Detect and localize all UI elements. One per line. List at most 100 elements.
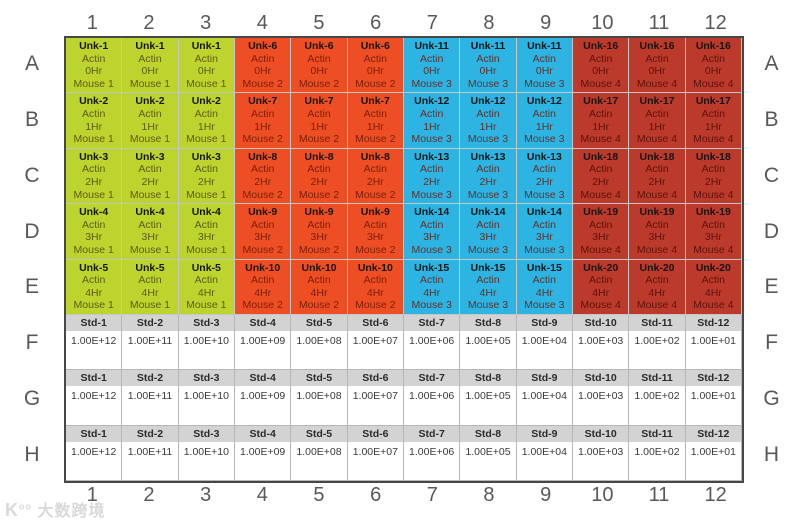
well-target: Actin xyxy=(363,274,387,287)
well-sample-name: Unk-13 xyxy=(470,150,506,163)
well-timepoint: 3Hr xyxy=(254,231,272,244)
well-target: Actin xyxy=(363,107,387,120)
well-H7: Std-7 1.00E+06 xyxy=(403,425,461,481)
well-sample-name: Unk-5 xyxy=(135,261,165,274)
well-target: Actin xyxy=(645,218,669,231)
well-C11: Unk-18 Actin 2Hr Mouse 4 xyxy=(629,148,686,205)
well-sample-name: Unk-1 xyxy=(191,40,221,52)
well-timepoint: 4Hr xyxy=(310,286,328,299)
well-timepoint: 3Hr xyxy=(366,231,384,244)
row-label-B: B xyxy=(24,107,39,131)
well-timepoint: 3Hr xyxy=(592,231,610,244)
well-B3: Unk-2 Actin 1Hr Mouse 1 xyxy=(178,93,235,149)
std-concentration: 1.00E+01 xyxy=(690,445,736,458)
well-subject: Mouse 3 xyxy=(524,133,565,146)
column-label-12: 12 xyxy=(704,12,727,34)
well-H10: Std-10 1.00E+03 xyxy=(572,425,630,481)
well-timepoint: 1Hr xyxy=(535,120,553,133)
well-subject: Mouse 3 xyxy=(467,243,509,256)
column-label-9: 9 xyxy=(540,484,552,506)
well-D6: Unk-9 Actin 3Hr Mouse 2 xyxy=(347,204,404,260)
well-D1: Unk-4 Actin 3Hr Mouse 1 xyxy=(66,204,123,260)
well-H5: Std-5 1.00E+08 xyxy=(291,425,348,481)
well-F3: Std-3 1.00E+10 xyxy=(178,314,235,371)
well-subject: Mouse 1 xyxy=(73,77,114,90)
well-subject: Mouse 2 xyxy=(242,77,283,90)
std-label: Std-6 xyxy=(347,425,403,442)
well-G8: Std-8 1.00E+05 xyxy=(460,370,517,426)
well-subject: Mouse 1 xyxy=(73,133,114,146)
well-timepoint: 1Hr xyxy=(648,120,666,133)
well-B1: Unk-2 Actin 1Hr Mouse 1 xyxy=(66,93,123,149)
well-timepoint: 4Hr xyxy=(535,286,553,299)
well-F9: Std-9 1.00E+04 xyxy=(516,314,573,371)
column-label-2: 2 xyxy=(143,484,155,506)
well-E7: Unk-15 Actin 4Hr Mouse 3 xyxy=(403,259,461,315)
well-timepoint: 2Hr xyxy=(366,175,384,188)
right-row-labels: A B C D E F G H xyxy=(744,36,799,483)
column-label-5: 5 xyxy=(313,12,325,34)
well-B4: Unk-7 Actin 1Hr Mouse 2 xyxy=(234,93,292,149)
well-target: Actin xyxy=(476,163,500,176)
std-concentration: 1.00E+12 xyxy=(71,334,117,347)
std-label: Std-6 xyxy=(347,370,403,387)
well-timepoint: 0Hr xyxy=(535,65,553,78)
well-timepoint: 4Hr xyxy=(423,286,441,299)
std-label: Std-3 xyxy=(178,314,234,331)
well-subject: Mouse 2 xyxy=(298,77,340,90)
well-timepoint: 0Hr xyxy=(479,65,497,78)
column-label-8: 8 xyxy=(483,484,495,506)
well-target: Actin xyxy=(138,163,162,176)
well-sample-name: Unk-12 xyxy=(414,95,450,108)
std-label: Std-4 xyxy=(234,314,291,331)
std-concentration: 1.00E+04 xyxy=(521,390,567,403)
well-sample-name: Unk-1 xyxy=(135,40,165,52)
well-subject: Mouse 3 xyxy=(524,77,565,90)
column-label-3: 3 xyxy=(200,484,212,506)
well-F7: Std-7 1.00E+06 xyxy=(403,314,461,371)
std-concentration: 1.00E+11 xyxy=(127,334,173,347)
std-concentration: 1.00E+03 xyxy=(578,445,624,458)
std-label: Std-8 xyxy=(460,370,516,387)
well-subject: Mouse 2 xyxy=(242,188,283,201)
well-timepoint: 1Hr xyxy=(366,120,384,133)
well-timepoint: 4Hr xyxy=(479,286,497,299)
well-sample-name: Unk-12 xyxy=(470,95,506,108)
well-subject: Mouse 2 xyxy=(355,188,396,201)
well-timepoint: 3Hr xyxy=(141,231,159,244)
well-D12: Unk-19 Actin 3Hr Mouse 4 xyxy=(685,204,742,260)
well-timepoint: 3Hr xyxy=(197,231,215,244)
well-sample-name: Unk-9 xyxy=(248,206,278,219)
std-concentration: 1.00E+05 xyxy=(465,445,511,458)
well-target: Actin xyxy=(588,163,613,176)
std-concentration: 1.00E+09 xyxy=(240,390,286,403)
well-subject: Mouse 4 xyxy=(693,188,734,201)
top-column-labels: 1 2 3 4 5 6 7 8 9 10 11 12 xyxy=(64,0,744,36)
std-label: Std-9 xyxy=(516,314,572,331)
well-H4: Std-4 1.00E+09 xyxy=(234,425,292,481)
std-concentration: 1.00E+07 xyxy=(352,445,398,458)
well-sample-name: Unk-5 xyxy=(79,261,109,274)
well-subject: Mouse 3 xyxy=(467,133,509,146)
well-D9: Unk-14 Actin 3Hr Mouse 3 xyxy=(516,204,573,260)
std-label: Std-7 xyxy=(403,370,460,387)
std-concentration: 1.00E+08 xyxy=(296,334,342,347)
well-target: Actin xyxy=(307,274,331,287)
row-label-A: A xyxy=(24,51,39,75)
well-target: Actin xyxy=(532,52,556,65)
well-subject: Mouse 1 xyxy=(129,133,171,146)
well-subject: Mouse 3 xyxy=(411,243,452,256)
well-subject: Mouse 3 xyxy=(467,188,509,201)
well-sample-name: Unk-3 xyxy=(191,150,221,163)
well-sample-name: Unk-11 xyxy=(414,40,449,52)
well-timepoint: 0Hr xyxy=(254,65,272,78)
bottom-column-labels: 1 2 3 4 5 6 7 8 9 10 11 12 xyxy=(64,483,744,526)
well-F12: Std-12 1.00E+01 xyxy=(685,314,742,371)
well-sample-name: Unk-20 xyxy=(583,261,619,274)
std-concentration: 1.00E+11 xyxy=(127,390,173,403)
std-label: Std-1 xyxy=(66,425,122,442)
well-subject: Mouse 2 xyxy=(298,299,340,312)
well-sample-name: Unk-20 xyxy=(639,261,675,274)
well-B6: Unk-7 Actin 1Hr Mouse 2 xyxy=(347,93,404,149)
well-A2: Unk-1 Actin 0Hr Mouse 1 xyxy=(122,38,179,94)
